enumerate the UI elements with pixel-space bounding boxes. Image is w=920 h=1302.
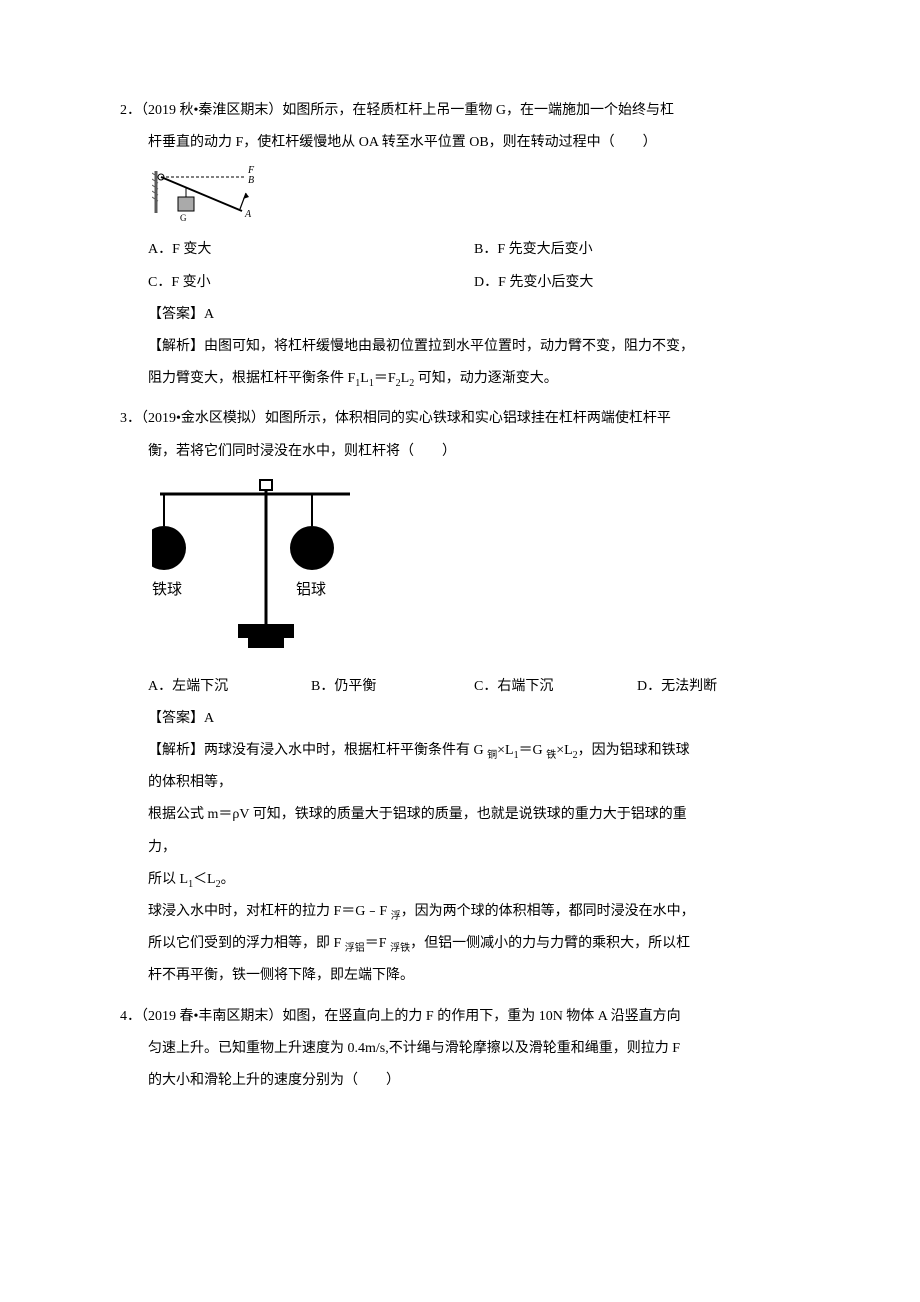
balance-diagram-svg: 铁球 铝球 bbox=[152, 476, 362, 656]
q3-e5-p1: 所以 L bbox=[148, 872, 188, 887]
q3-e7-s2: 浮铁 bbox=[390, 943, 410, 954]
q3-stem-line2: 衡，若将它们同时浸没在水中，则杠杆将（ ） bbox=[120, 436, 800, 468]
q4-source: （2019 春•丰南区期末） bbox=[141, 1009, 282, 1024]
q2-answer: 【答案】A bbox=[120, 299, 800, 331]
q3-option-b: B．仍平衡 bbox=[311, 671, 474, 703]
q2-e2-p5: 可知，动力逐渐变大。 bbox=[414, 371, 558, 386]
q3-e6-p1: 球浸入水中时，对杠杆的拉力 F＝G﹣F bbox=[148, 904, 391, 919]
q3-answer: 【答案】A bbox=[120, 703, 800, 735]
q3-right-label: 铝球 bbox=[296, 581, 326, 598]
svg-text:G: G bbox=[180, 213, 187, 223]
q3-explain-line2: 的体积相等， bbox=[120, 767, 800, 799]
q3-e7-p2: ＝F bbox=[365, 936, 390, 951]
q3-e1-s3: 铁 bbox=[546, 750, 556, 761]
q2-e2-p3: ＝F bbox=[374, 371, 396, 386]
q3-option-c: C．右端下沉 bbox=[474, 671, 637, 703]
q3-explain-line8: 杆不再平衡，铁一侧将下降，即左端下降。 bbox=[120, 960, 800, 992]
q4-stem-line2: 匀速上升。已知重物上升速度为 0.4m/s,不计绳与滑轮摩擦以及滑轮重和绳重，则… bbox=[120, 1033, 800, 1065]
q2-stem1: 如图所示，在轻质杠杆上吊一重物 G，在一端施加一个始终与杠 bbox=[282, 103, 674, 118]
q3-option-a: A．左端下沉 bbox=[148, 671, 311, 703]
q2-option-b: B．F 先变大后变小 bbox=[474, 234, 800, 266]
q4-stem-line3: 的大小和滑轮上升的速度分别为（ ） bbox=[120, 1065, 800, 1097]
q2-e2-p4: L bbox=[401, 371, 410, 386]
q2-explain1: 由图可知，将杠杆缓慢地由最初位置拉到水平位置时，动力臂不变，阻力不变， bbox=[204, 339, 694, 354]
q4-number: 4． bbox=[120, 1009, 141, 1024]
q2-source: （2019 秋•秦淮区期末） bbox=[141, 103, 282, 118]
q3-explain-line5: 所以 L1＜L2。 bbox=[120, 864, 800, 896]
q2-options-row1: A．F 变大 B．F 先变大后变小 bbox=[120, 234, 800, 266]
q3-e1-p3: ＝G bbox=[519, 743, 547, 758]
q2-stem-line1: 2．（2019 秋•秦淮区期末）如图所示，在轻质杠杆上吊一重物 G，在一端施加一… bbox=[120, 95, 800, 127]
q3-e1-p5: ，因为铝球和铁球 bbox=[578, 743, 690, 758]
q3-e1-p4: ×L bbox=[556, 743, 572, 758]
q3-stem1: 如图所示，体积相同的实心铁球和实心铝球挂在杠杆两端使杠杆平 bbox=[265, 411, 671, 426]
q3-option-d: D．无法判断 bbox=[637, 671, 800, 703]
q3-explain-label: 【解析】 bbox=[148, 743, 204, 758]
q3-source: （2019•金水区模拟） bbox=[141, 411, 265, 426]
lever-diagram-svg: F B A G bbox=[152, 163, 262, 223]
q3-explain-line1: 【解析】两球没有浸入水中时，根据杠杆平衡条件有 G 铜×L1＝G 铁×L2，因为… bbox=[120, 735, 800, 767]
q2-figure: F B A G bbox=[152, 163, 800, 228]
q2-explain-line1: 【解析】由图可知，将杠杆缓慢地由最初位置拉到水平位置时，动力臂不变，阻力不变， bbox=[120, 331, 800, 363]
svg-text:B: B bbox=[248, 175, 254, 186]
q3-e5-p2: ＜L bbox=[193, 872, 216, 887]
q3-e7-s1: 浮铝 bbox=[345, 943, 365, 954]
q4-stem1: 如图，在竖直向上的力 F 的作用下，重为 10N 物体 A 沿竖直方向 bbox=[282, 1009, 680, 1024]
q3-figure: 铁球 铝球 bbox=[152, 476, 800, 661]
q2-options-row2: C．F 变小 D．F 先变小后变大 bbox=[120, 267, 800, 299]
q3-explain-line7: 所以它们受到的浮力相等，即 F 浮铝＝F 浮铁，但铝一侧减小的力与力臂的乘积大，… bbox=[120, 928, 800, 960]
q3-explain-line6: 球浸入水中时，对杠杆的拉力 F＝G﹣F 浮，因为两个球的体积相等，都同时浸没在水… bbox=[120, 896, 800, 928]
q2-explain-line2: 阻力臂变大，根据杠杆平衡条件 F1L1＝F2L2 可知，动力逐渐变大。 bbox=[120, 363, 800, 395]
q3-explain-line3: 根据公式 m＝ρV 可知，铁球的质量大于铝球的质量，也就是说铁球的重力大于铝球的… bbox=[120, 799, 800, 831]
q3-e7-p1: 所以它们受到的浮力相等，即 F bbox=[148, 936, 345, 951]
q2-e2-p1: 阻力臂变大，根据杠杆平衡条件 F bbox=[148, 371, 355, 386]
q3-stem-line1: 3．（2019•金水区模拟）如图所示，体积相同的实心铁球和实心铝球挂在杠杆两端使… bbox=[120, 403, 800, 435]
q3-left-label: 铁球 bbox=[152, 581, 182, 598]
q3-number: 3． bbox=[120, 411, 141, 426]
q3-e1-s1: 铜 bbox=[487, 750, 497, 761]
q2-option-c: C．F 变小 bbox=[148, 267, 474, 299]
q3-e7-p3: ，但铝一侧减小的力与力臂的乘积大，所以杠 bbox=[410, 936, 690, 951]
q3-e1-p1: 两球没有浸入水中时，根据杠杆平衡条件有 G bbox=[204, 743, 487, 758]
q2-option-a: A．F 变大 bbox=[148, 234, 474, 266]
q4-stem-line1: 4．（2019 春•丰南区期末）如图，在竖直向上的力 F 的作用下，重为 10N… bbox=[120, 1001, 800, 1033]
question-2: 2．（2019 秋•秦淮区期末）如图所示，在轻质杠杆上吊一重物 G，在一端施加一… bbox=[120, 95, 800, 395]
q3-options-row: A．左端下沉 B．仍平衡 C．右端下沉 D．无法判断 bbox=[120, 671, 800, 703]
q3-explain-line4: 力， bbox=[120, 832, 800, 864]
q3-e1-p2: ×L bbox=[497, 743, 513, 758]
question-4: 4．（2019 春•丰南区期末）如图，在竖直向上的力 F 的作用下，重为 10N… bbox=[120, 1001, 800, 1098]
q2-stem-line2: 杆垂直的动力 F，使杠杆缓慢地从 OA 转至水平位置 OB，则在转动过程中（ ） bbox=[120, 127, 800, 159]
q2-option-d: D．F 先变小后变大 bbox=[474, 267, 800, 299]
q2-explain-label: 【解析】 bbox=[148, 339, 204, 354]
question-3: 3．（2019•金水区模拟）如图所示，体积相同的实心铁球和实心铝球挂在杠杆两端使… bbox=[120, 403, 800, 992]
svg-text:A: A bbox=[244, 209, 252, 220]
q3-e6-s1: 浮 bbox=[391, 911, 401, 922]
q3-e5-p3: 。 bbox=[221, 872, 235, 887]
q2-number: 2． bbox=[120, 103, 141, 118]
q3-e6-p2: ，因为两个球的体积相等，都同时浸没在水中， bbox=[401, 904, 695, 919]
q2-e2-p2: L bbox=[360, 371, 369, 386]
